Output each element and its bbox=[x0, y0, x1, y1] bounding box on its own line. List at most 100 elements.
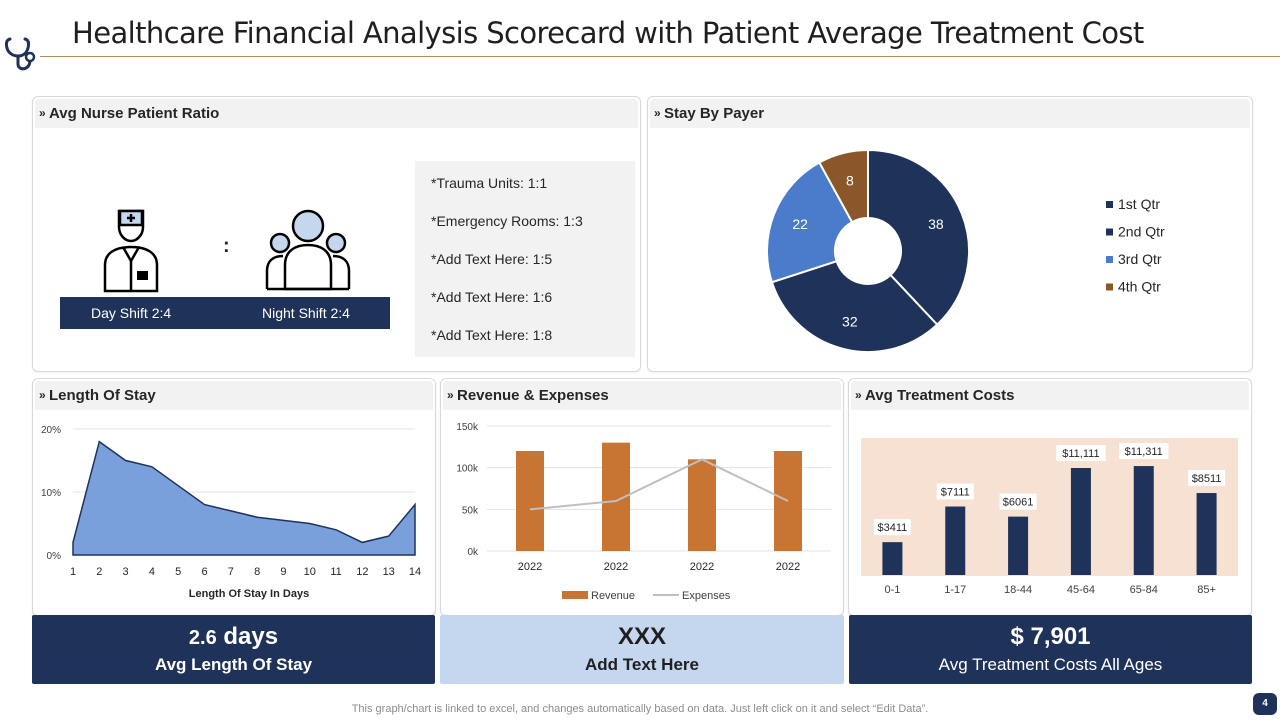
stay-by-payer-chart: 38 32 22 8 1st Qtr 2nd Qtr 3rd Qtr 4th Qtr bbox=[766, 148, 1165, 353]
x-tick-label: 2022 bbox=[604, 561, 628, 573]
plot-area-background bbox=[861, 438, 1238, 576]
ratio-item: *Add Text Here: 1:8 bbox=[431, 327, 553, 343]
x-tick-label: 14 bbox=[409, 566, 421, 578]
expenses-line bbox=[529, 458, 789, 511]
x-tick-label: 3 bbox=[123, 566, 129, 578]
x-tick-label: 2 bbox=[96, 566, 102, 578]
kpi-text-value: XXX bbox=[617, 623, 667, 650]
page-number: 4 bbox=[1253, 693, 1277, 715]
y-tick-label: 10% bbox=[41, 488, 61, 499]
x-tick-label: 11 bbox=[330, 566, 341, 578]
title-divider bbox=[40, 56, 1280, 57]
kpi-stay-label: Avg Length Of Stay bbox=[154, 655, 313, 674]
data-label: $8511 bbox=[1192, 473, 1222, 485]
data-label: $7111 bbox=[941, 487, 970, 499]
ratio-list: *Trauma Units: 1:1 *Emergency Rooms: 1:3… bbox=[415, 161, 635, 357]
x-tick-label: 6 bbox=[201, 566, 207, 578]
revenue-bar bbox=[688, 459, 716, 551]
pie-slice-label: 22 bbox=[792, 216, 808, 232]
stay-by-payer-panel: » Stay By Payer 38 32 22 8 1st Qtr 2nd Qtr 3rd… bbox=[647, 96, 1253, 372]
data-label-bg bbox=[1056, 445, 1106, 462]
chevron-right-icon: » bbox=[447, 388, 454, 402]
x-tick-label: 12 bbox=[356, 566, 368, 578]
data-label-bg bbox=[873, 519, 911, 536]
chevron-right-icon: » bbox=[654, 106, 661, 120]
night-shift-label: Night Shift 2:4 bbox=[262, 305, 350, 321]
legend-label: 1st Qtr bbox=[1118, 196, 1160, 212]
legend-label-revenue: Revenue bbox=[591, 590, 635, 602]
legend-label: 2nd Qtr bbox=[1118, 224, 1165, 240]
length-of-stay-title: Length Of Stay bbox=[49, 387, 156, 404]
x-tick-label: 65-84 bbox=[1130, 584, 1158, 596]
legend-swatch bbox=[1106, 256, 1113, 263]
x-tick-label: 85+ bbox=[1197, 584, 1216, 596]
kpi-cost-label: Avg Treatment Costs All Ages bbox=[938, 655, 1163, 674]
x-tick-label: 4 bbox=[149, 566, 155, 578]
area-series bbox=[72, 440, 416, 556]
patients-icon bbox=[265, 209, 351, 291]
kpi-text-label: Add Text Here bbox=[585, 655, 699, 674]
length-of-stay-header: » Length Of Stay bbox=[35, 381, 433, 410]
pie-slice-label: 38 bbox=[928, 216, 944, 232]
nurse-ratio-panel: » Avg Nurse Patient Ratio : Day Shift 2:… bbox=[32, 96, 641, 372]
kpi-stay-number: 2.6 bbox=[188, 627, 217, 649]
kpi-treatment-cost: $ 7,901 Avg Treatment Costs All Ages bbox=[849, 615, 1252, 684]
x-tick-label: 18-44 bbox=[1004, 584, 1032, 596]
treatment-costs-title: Avg Treatment Costs bbox=[865, 387, 1015, 404]
legend-swatch bbox=[1106, 283, 1113, 291]
revenue-expenses-chart: 0k 50k 100k 150k 2022 2022 2022 2022 Revenue Expe… bbox=[456, 422, 831, 602]
kpi-stay-unit: days bbox=[223, 623, 279, 650]
chevron-right-icon: » bbox=[855, 388, 862, 402]
stay-by-payer-title: Stay By Payer bbox=[664, 105, 765, 122]
x-tick-label: 1 bbox=[70, 566, 76, 578]
cost-bar bbox=[945, 506, 966, 575]
nurse-ratio-header: » Avg Nurse Patient Ratio bbox=[35, 99, 638, 128]
pie-slice bbox=[770, 259, 939, 353]
stay-by-payer-header: » Stay By Payer bbox=[650, 99, 1250, 128]
x-tick-label: 1-17 bbox=[944, 584, 966, 596]
nurse-icon bbox=[103, 209, 159, 293]
legend-swatch bbox=[1106, 201, 1113, 208]
data-label: $6061 bbox=[1003, 497, 1034, 509]
data-label: $11,311 bbox=[1125, 446, 1163, 458]
length-of-stay-panel: » Length Of Stay 0% 10% 20% 1 2 3 4 5 6 7 8 9 10 11 12… bbox=[32, 378, 436, 616]
kpi-cost-value: $ 7,901 bbox=[1010, 623, 1091, 650]
legend-swatch-revenue bbox=[562, 591, 588, 599]
x-tick-label: 2022 bbox=[776, 561, 800, 573]
y-tick-label: 50k bbox=[462, 505, 479, 516]
x-tick-label: 5 bbox=[175, 566, 181, 578]
x-tick-label: 45-64 bbox=[1067, 584, 1095, 596]
y-tick-label: 0% bbox=[47, 551, 62, 562]
y-tick-label: 100k bbox=[456, 464, 479, 475]
treatment-costs-panel: » Avg Treatment Costs $3411 0-1 $7111 1-17 $… bbox=[848, 378, 1252, 616]
cost-bar bbox=[1196, 493, 1217, 575]
data-label-bg bbox=[936, 483, 974, 500]
y-tick-label: 150k bbox=[456, 422, 479, 433]
footer-note: This graph/chart is linked to excel, and… bbox=[351, 703, 929, 715]
cost-bar bbox=[1070, 468, 1091, 575]
data-label-bg bbox=[1119, 443, 1169, 460]
x-tick-label: 9 bbox=[280, 566, 286, 578]
page-title: Healthcare Financial Analysis Scorecard … bbox=[72, 16, 1144, 50]
cost-bar bbox=[882, 542, 903, 575]
pie-slice bbox=[817, 148, 869, 224]
treatment-costs-header: » Avg Treatment Costs bbox=[851, 381, 1249, 410]
x-tick-label: 10 bbox=[304, 566, 316, 578]
y-tick-label: 0k bbox=[467, 547, 479, 558]
kpi-add-text: XXX Add Text Here bbox=[440, 615, 844, 684]
data-label: $3411 bbox=[878, 522, 908, 534]
ratio-item: *Emergency Rooms: 1:3 bbox=[431, 213, 583, 229]
chevron-right-icon: » bbox=[39, 388, 46, 402]
shift-ratio-bar: Day Shift 2:4 Night Shift 2:4 bbox=[60, 297, 390, 329]
pie-slice-label: 8 bbox=[846, 172, 854, 188]
x-tick-label: 7 bbox=[228, 566, 234, 578]
ratio-item: *Trauma Units: 1:1 bbox=[431, 175, 548, 191]
day-shift-label: Day Shift 2:4 bbox=[91, 305, 172, 321]
data-label-bg bbox=[999, 493, 1037, 510]
chevron-right-icon: » bbox=[39, 106, 46, 120]
x-tick-label: 13 bbox=[383, 566, 395, 578]
ratio-item: *Add Text Here: 1:5 bbox=[431, 251, 553, 267]
revenue-expenses-title: Revenue & Expenses bbox=[457, 387, 609, 404]
data-label-bg bbox=[1188, 470, 1226, 487]
